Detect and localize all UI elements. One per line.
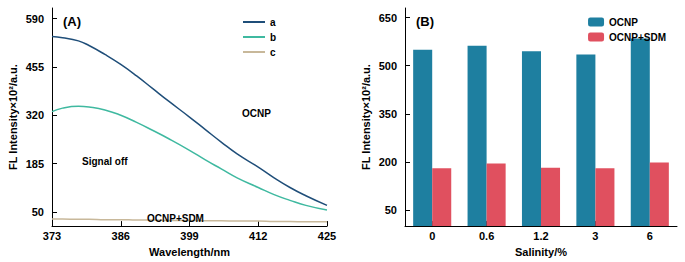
svg-text:590: 590 xyxy=(26,13,44,25)
svg-text:386: 386 xyxy=(112,230,130,242)
svg-text:0.6: 0.6 xyxy=(479,230,494,242)
svg-text:6: 6 xyxy=(647,230,653,242)
svg-text:(B): (B) xyxy=(416,14,434,29)
svg-text:320: 320 xyxy=(26,109,44,121)
svg-text:Salinity/%: Salinity/% xyxy=(515,246,567,258)
svg-text:OCNP+SDM: OCNP+SDM xyxy=(147,213,204,224)
svg-text:350: 350 xyxy=(379,108,397,120)
svg-text:50: 50 xyxy=(32,206,44,218)
svg-text:(A): (A) xyxy=(63,14,81,29)
svg-text:1.2: 1.2 xyxy=(533,230,548,242)
svg-text:FL Intensity×10²/a.u.: FL Intensity×10²/a.u. xyxy=(360,64,372,170)
svg-text:200: 200 xyxy=(379,156,397,168)
svg-text:OCNP: OCNP xyxy=(242,108,271,119)
svg-text:FL Intensity×10²/a.u.: FL Intensity×10²/a.u. xyxy=(7,64,19,170)
svg-text:50: 50 xyxy=(385,204,397,216)
svg-text:0: 0 xyxy=(429,230,435,242)
svg-text:Wavelength/nm: Wavelength/nm xyxy=(149,246,230,258)
svg-text:Signal off: Signal off xyxy=(82,156,128,167)
svg-text:3: 3 xyxy=(592,230,598,242)
svg-text:650: 650 xyxy=(379,12,397,24)
svg-text:425: 425 xyxy=(318,230,336,242)
svg-text:OCNP: OCNP xyxy=(609,17,638,28)
svg-text:185: 185 xyxy=(26,158,44,170)
svg-text:b: b xyxy=(270,32,276,43)
svg-text:399: 399 xyxy=(180,230,198,242)
svg-text:OCNP+SDM: OCNP+SDM xyxy=(609,32,666,43)
svg-text:a: a xyxy=(270,17,276,28)
svg-text:c: c xyxy=(270,47,276,58)
svg-text:412: 412 xyxy=(249,230,267,242)
svg-text:500: 500 xyxy=(379,60,397,72)
svg-text:373: 373 xyxy=(43,230,61,242)
svg-text:455: 455 xyxy=(26,61,44,73)
